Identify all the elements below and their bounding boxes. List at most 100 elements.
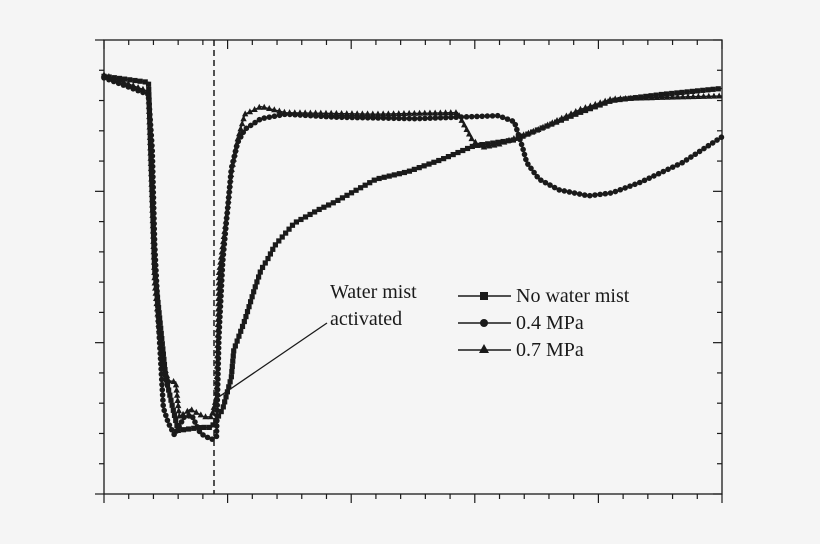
data-point-triangle bbox=[157, 336, 164, 343]
data-point-triangle bbox=[648, 94, 655, 101]
data-point-triangle bbox=[159, 356, 167, 363]
data-point-triangle bbox=[261, 103, 268, 110]
data-point-square bbox=[270, 246, 276, 252]
data-point-triangle bbox=[216, 263, 223, 270]
data-point-triangle bbox=[149, 222, 157, 229]
data-point-triangle bbox=[582, 104, 589, 111]
data-point-triangle bbox=[230, 155, 237, 162]
data-point-circle bbox=[641, 177, 648, 184]
data-point-triangle bbox=[510, 135, 518, 142]
data-point-triangle bbox=[219, 238, 227, 245]
data-point-triangle bbox=[139, 85, 147, 92]
data-point-circle bbox=[520, 146, 526, 153]
data-point-circle bbox=[692, 151, 699, 158]
data-point-triangle bbox=[539, 123, 547, 130]
data-point-square bbox=[658, 91, 664, 98]
data-point-square bbox=[684, 89, 690, 95]
data-point-square bbox=[163, 377, 169, 383]
data-point-square bbox=[396, 171, 402, 177]
data-point-circle bbox=[636, 179, 643, 186]
data-point-triangle bbox=[627, 94, 634, 101]
data-point-triangle bbox=[710, 92, 718, 99]
data-point-triangle bbox=[705, 92, 712, 99]
data-point-square bbox=[426, 161, 432, 167]
data-point-square bbox=[230, 358, 236, 364]
data-point-circle bbox=[159, 392, 166, 398]
data-point-triangle bbox=[148, 180, 155, 187]
data-point-triangle bbox=[496, 140, 503, 147]
data-point-circle bbox=[669, 164, 676, 170]
data-point-square bbox=[206, 424, 212, 431]
data-point-square bbox=[715, 86, 721, 92]
data-point-square bbox=[386, 173, 392, 179]
data-point-triangle bbox=[148, 185, 155, 192]
data-point-square bbox=[228, 374, 234, 380]
data-point-triangle bbox=[219, 243, 226, 250]
data-point-triangle bbox=[215, 279, 222, 286]
data-point-circle bbox=[375, 115, 381, 121]
data-point-triangle bbox=[500, 138, 508, 145]
data-point-triangle bbox=[515, 133, 522, 140]
data-point-triangle bbox=[385, 110, 392, 117]
data-point-triangle bbox=[193, 408, 200, 415]
data-point-triangle bbox=[151, 274, 158, 281]
data-point-triangle bbox=[154, 310, 161, 317]
data-point-square bbox=[663, 91, 670, 97]
data-point-circle bbox=[489, 113, 496, 119]
data-point-circle bbox=[479, 113, 485, 120]
data-point-square bbox=[348, 190, 355, 196]
data-point-triangle bbox=[215, 305, 222, 312]
data-point-triangle bbox=[154, 315, 162, 322]
data-point-square bbox=[241, 318, 247, 325]
data-point-triangle bbox=[148, 175, 155, 182]
data-point-circle bbox=[178, 419, 185, 425]
data-point-triangle bbox=[214, 321, 222, 328]
data-point-square bbox=[173, 417, 179, 424]
data-point-triangle bbox=[238, 120, 246, 127]
data-point-triangle bbox=[165, 376, 172, 383]
data-point-square bbox=[265, 255, 271, 262]
data-point-circle bbox=[504, 116, 511, 122]
data-point-circle bbox=[523, 156, 529, 163]
data-point-triangle bbox=[197, 411, 205, 418]
data-point-triangle bbox=[601, 97, 609, 104]
data-point-square bbox=[302, 214, 309, 220]
data-point-circle bbox=[160, 397, 166, 403]
data-point-triangle bbox=[317, 109, 324, 116]
data-point-triangle bbox=[227, 171, 235, 178]
data-point-square bbox=[256, 274, 262, 280]
data-point-triangle bbox=[153, 300, 160, 307]
data-point-triangle bbox=[558, 114, 565, 121]
data-point-circle bbox=[705, 142, 712, 149]
data-point-triangle bbox=[472, 138, 479, 145]
data-point-triangle bbox=[217, 253, 225, 260]
data-point-triangle bbox=[156, 331, 163, 338]
data-point-triangle bbox=[520, 131, 527, 138]
data-point-square bbox=[705, 87, 711, 93]
data-point-triangle bbox=[153, 305, 161, 312]
data-point-square bbox=[234, 338, 240, 344]
data-point-triangle bbox=[215, 289, 222, 296]
data-point-square bbox=[249, 294, 255, 300]
data-point-square bbox=[180, 427, 187, 433]
data-point-square bbox=[293, 219, 300, 225]
data-point-triangle bbox=[152, 284, 159, 291]
data-point-triangle bbox=[222, 222, 229, 229]
data-point-triangle bbox=[147, 159, 155, 166]
data-point-circle bbox=[247, 122, 254, 129]
data-point-circle bbox=[159, 381, 165, 388]
data-point-square bbox=[243, 314, 249, 320]
data-point-triangle bbox=[146, 128, 154, 135]
data-point-triangle bbox=[155, 326, 163, 333]
data-point-triangle bbox=[461, 121, 468, 128]
data-point-triangle bbox=[176, 412, 183, 419]
data-point-square bbox=[257, 269, 263, 275]
axes bbox=[95, 39, 723, 503]
data-point-circle bbox=[714, 137, 720, 143]
data-point-triangle bbox=[359, 110, 366, 117]
data-point-triangle bbox=[312, 109, 319, 116]
data-point-circle bbox=[168, 426, 175, 433]
data-point-triangle bbox=[153, 294, 160, 301]
data-point-circle bbox=[534, 173, 540, 180]
